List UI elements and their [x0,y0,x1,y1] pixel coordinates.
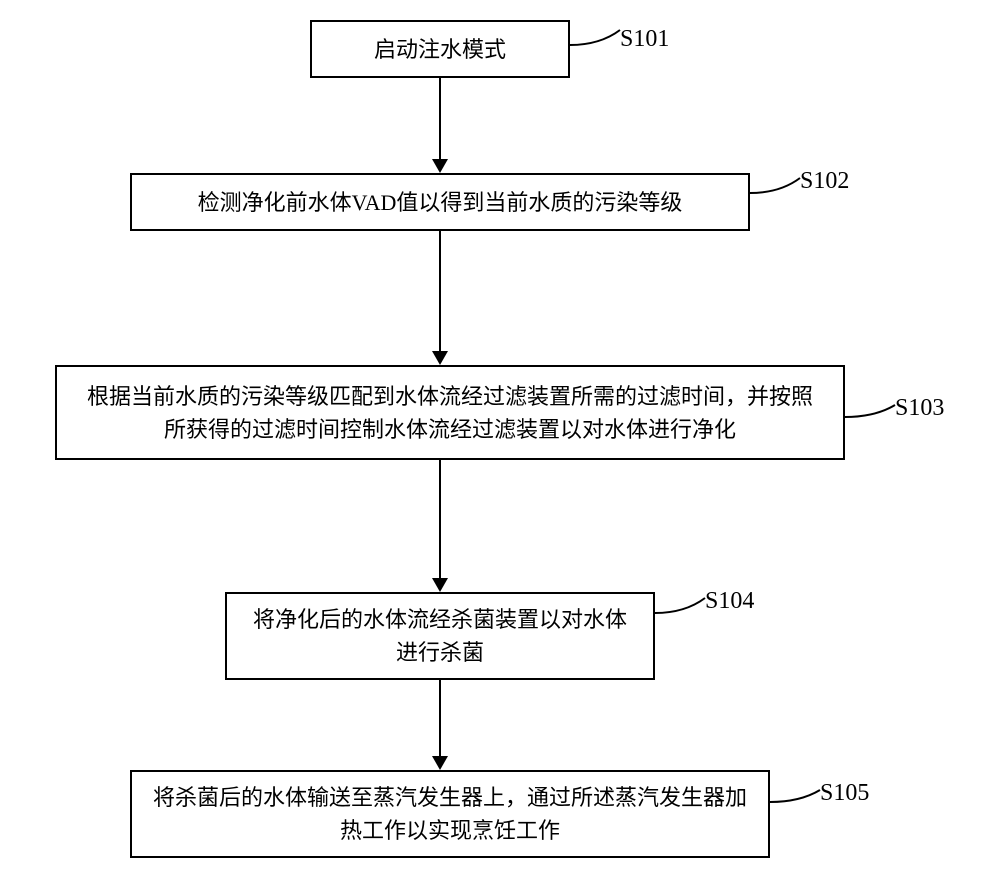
arrow-head-2 [432,351,448,365]
arrow-line-3 [439,460,441,579]
node-label-s102: S102 [800,168,849,195]
node-text: 启动注水模式 [374,33,506,66]
node-label-s103: S103 [895,395,944,422]
label-connector-s103 [845,395,900,425]
node-label-s101: S101 [620,26,669,53]
node-text: 根据当前水质的污染等级匹配到水体流经过滤装置所需的过滤时间，并按照所获得的过滤时… [77,380,823,446]
arrow-line-2 [439,231,441,352]
flowchart-node-s105: 将杀菌后的水体输送至蒸汽发生器上，通过所述蒸汽发生器加热工作以实现烹饪工作 [130,770,770,858]
flowchart-node-s102: 检测净化前水体VAD值以得到当前水质的污染等级 [130,173,750,231]
flowchart-node-s103: 根据当前水质的污染等级匹配到水体流经过滤装置所需的过滤时间，并按照所获得的过滤时… [55,365,845,460]
node-text: 将杀菌后的水体输送至蒸汽发生器上，通过所述蒸汽发生器加热工作以实现烹饪工作 [152,781,748,847]
node-label-s105: S105 [820,780,869,807]
arrow-head-1 [432,159,448,173]
node-label-s104: S104 [705,588,754,615]
flowchart-container: 启动注水模式 S101 检测净化前水体VAD值以得到当前水质的污染等级 S102… [0,0,1000,878]
label-connector-s105 [770,780,825,810]
arrow-head-3 [432,578,448,592]
arrow-line-1 [439,78,441,160]
node-text: 将净化后的水体流经杀菌装置以对水体进行杀菌 [247,603,633,669]
flowchart-node-s101: 启动注水模式 [310,20,570,78]
arrow-head-4 [432,756,448,770]
flowchart-node-s104: 将净化后的水体流经杀菌装置以对水体进行杀菌 [225,592,655,680]
label-connector-s102 [750,168,805,198]
label-connector-s101 [570,20,625,50]
label-connector-s104 [655,588,710,618]
arrow-line-4 [439,680,441,757]
node-text: 检测净化前水体VAD值以得到当前水质的污染等级 [198,186,683,219]
